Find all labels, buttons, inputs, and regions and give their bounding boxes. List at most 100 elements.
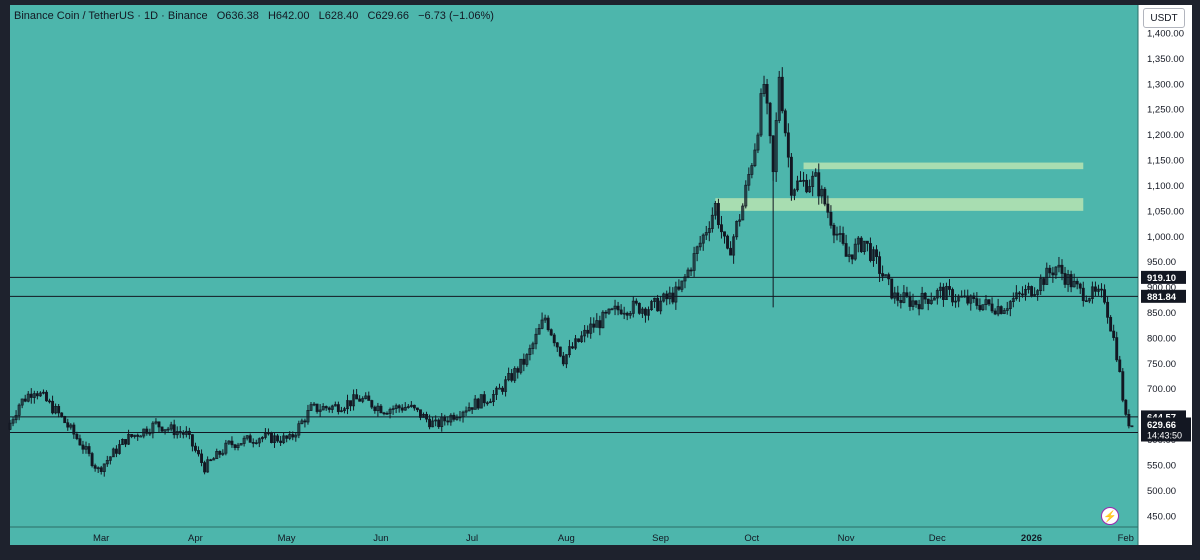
candle: [762, 75, 766, 97]
candle-body: [768, 102, 772, 137]
candle-body: [1075, 280, 1079, 285]
candle: [899, 293, 903, 309]
candle: [838, 225, 842, 243]
candle: [1075, 278, 1079, 290]
candle-body: [315, 403, 319, 412]
candle: [157, 421, 161, 433]
candle: [802, 171, 806, 187]
candle: [966, 289, 970, 306]
candle-body: [200, 453, 203, 463]
candle-body: [884, 274, 888, 277]
candle: [729, 241, 733, 256]
candle-body: [373, 406, 377, 412]
candle-body: [45, 391, 48, 402]
candle: [564, 354, 568, 369]
candle: [370, 399, 374, 410]
candle: [1027, 282, 1030, 294]
candle-body: [929, 299, 933, 304]
candle: [336, 401, 340, 415]
candle-body: [507, 373, 511, 381]
price-tick-label: 700.00: [1147, 384, 1176, 395]
candle-body: [190, 434, 194, 447]
candle: [400, 404, 404, 413]
candle-body: [847, 254, 851, 257]
candle-body: [291, 434, 295, 438]
candle-body: [166, 428, 170, 431]
candle: [510, 368, 514, 383]
candle-body: [893, 292, 897, 299]
candle: [385, 411, 389, 415]
candle-body: [686, 269, 690, 278]
candle-body: [631, 300, 635, 314]
candle: [403, 402, 407, 411]
candle: [315, 403, 319, 414]
candle-body: [431, 420, 435, 428]
candle: [601, 310, 605, 329]
currency-button[interactable]: USDT: [1143, 8, 1185, 28]
candle: [1069, 270, 1073, 293]
candle-body: [817, 172, 821, 197]
candle: [1063, 266, 1067, 288]
candle: [978, 298, 982, 312]
candle: [926, 298, 930, 311]
candle: [707, 221, 711, 242]
candle: [412, 404, 416, 411]
candle-body: [224, 442, 228, 454]
candle-body: [972, 295, 976, 300]
candle-body: [534, 333, 538, 345]
candle-body: [367, 395, 371, 401]
candle-body: [1048, 267, 1052, 274]
candle-body: [1033, 294, 1037, 297]
lightning-icon[interactable]: ⚡: [1101, 507, 1119, 525]
candle: [376, 402, 380, 417]
candle: [1048, 265, 1052, 278]
candle: [1130, 425, 1134, 428]
candle: [878, 251, 882, 283]
candle-body: [695, 246, 699, 254]
candle-body: [434, 419, 438, 422]
candle-body: [145, 428, 149, 434]
candle: [1124, 399, 1128, 417]
candle: [650, 299, 653, 311]
candle-body: [218, 450, 222, 455]
candle-body: [118, 444, 121, 454]
candle: [318, 404, 322, 417]
candle-body: [999, 306, 1003, 314]
candle-body: [899, 300, 903, 303]
candle: [45, 390, 48, 402]
candle: [111, 447, 115, 458]
candle-body: [422, 413, 425, 418]
candle: [102, 463, 106, 477]
candle: [276, 433, 280, 443]
candle-body: [823, 188, 827, 205]
price-line-label: 881.84: [1147, 292, 1177, 303]
price-line-label: 919.10: [1147, 273, 1176, 284]
candle: [637, 302, 641, 315]
candle: [744, 180, 748, 209]
candle: [105, 455, 109, 467]
candle: [692, 246, 696, 277]
candle: [11, 417, 15, 427]
candle: [1002, 307, 1006, 315]
candle: [765, 78, 769, 115]
candle: [260, 436, 264, 443]
candle: [127, 429, 131, 445]
candle-body: [336, 404, 340, 413]
candle: [285, 435, 289, 443]
candle-body: [966, 295, 970, 304]
candle-body: [993, 310, 997, 315]
candle: [479, 394, 483, 409]
candle-body: [346, 400, 349, 410]
candle: [625, 311, 629, 321]
candle-body: [361, 398, 365, 402]
candle-body: [403, 406, 407, 411]
candle-body: [449, 414, 453, 423]
candle: [361, 396, 365, 404]
candle-body: [552, 334, 556, 344]
symbol-title[interactable]: Binance Coin / TetherUS · 1D · Binance: [14, 10, 208, 22]
candle: [984, 294, 988, 311]
candle-body: [397, 405, 401, 409]
candle: [57, 403, 61, 418]
candle-body: [838, 233, 842, 235]
